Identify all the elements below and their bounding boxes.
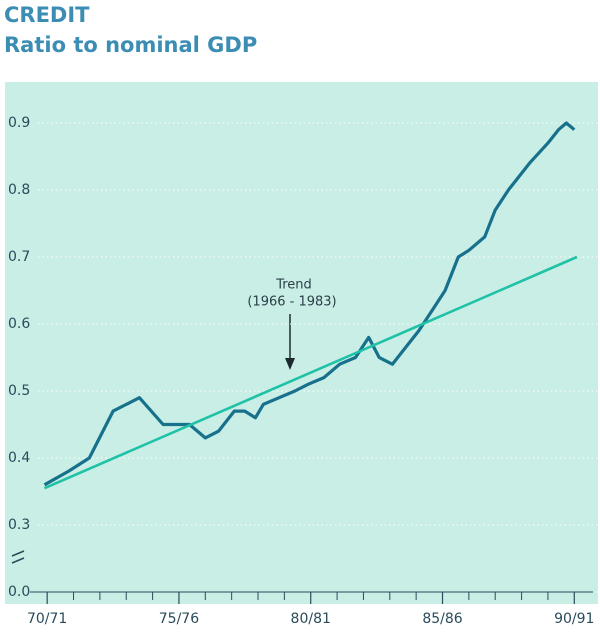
y-tick-label: 0.9 [8, 115, 30, 131]
y-tick-label: 0.3 [8, 517, 30, 533]
x-tick-label: 85/86 [422, 611, 462, 627]
axis-break [11, 550, 25, 557]
x-tick-label: 90/91 [554, 611, 594, 627]
chart-subtitle: Ratio to nominal GDP [4, 33, 257, 57]
series-line [43, 121, 576, 487]
x-tick-label: 75/76 [159, 611, 199, 627]
plot-background [5, 82, 598, 604]
y-tick-label: 0.5 [8, 383, 30, 399]
series-line [43, 255, 578, 490]
annotation-arrowhead [285, 358, 295, 370]
y-tick-label: 0.0 [8, 584, 30, 600]
y-tick-label: 0.4 [8, 450, 30, 466]
y-tick-label: 0.8 [8, 182, 30, 198]
chart-title: CREDIT [4, 3, 90, 27]
axis-break [11, 557, 25, 564]
y-tick-label: 0.7 [8, 249, 30, 265]
annotation: (1966 - 1983) [247, 295, 336, 310]
y-tick-label: 0.6 [8, 316, 30, 332]
x-tick-label: 70/71 [27, 611, 67, 627]
x-tick-label: 80/81 [291, 611, 331, 627]
annotation: Trend [275, 278, 312, 293]
